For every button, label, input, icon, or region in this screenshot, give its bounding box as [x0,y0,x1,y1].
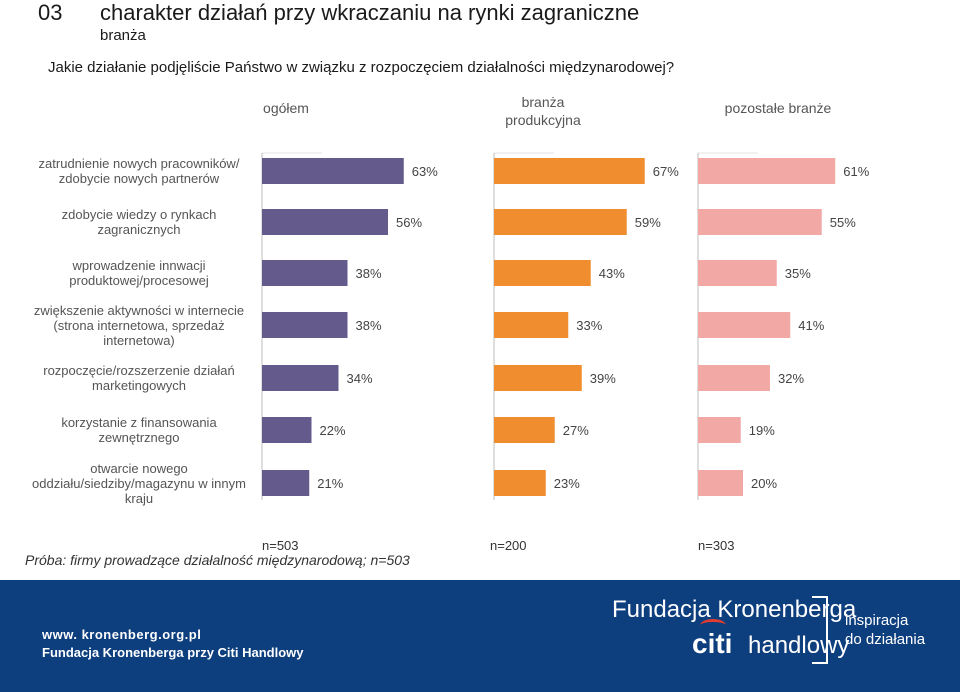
category-label-line: (strona internetowa, sprzedaż [53,317,225,333]
bar-value-label: 38% [356,266,382,281]
bar [262,470,310,496]
bar-value-label: 34% [347,371,373,386]
series-header-line: pozostałe branże [724,100,832,116]
bar [494,417,555,443]
logo-bracket-icon [812,596,828,664]
bar [494,470,546,496]
bar-value-label: 41% [798,318,824,333]
category-label-line: internetowa) [103,332,175,348]
bar-chart: 63% 56% 38% 38% 34% 22% 21% 67% 59% 43% 33% 39% 27% 2… [261,152,870,500]
bar [698,260,777,286]
category-label-line: rozpoczęcie/rozszerzenie działań [43,363,235,378]
category-label-line: kraju [124,490,154,506]
category-label-line: zatrudnienie nowych pracowników/ [38,156,240,171]
category-label: wprowadzenie innwacji produktowej/proceso… [20,258,258,288]
tagline-line-2: do działania [845,631,926,648]
category-label-line: korzystanie z finansowania [61,415,217,430]
bar [262,209,388,235]
bar [494,158,645,184]
bar-value-label: 20% [751,476,777,491]
bar [262,260,348,286]
category-label: zwiększenie aktywności w internecie (stro… [20,303,258,348]
series-header-1: branża produkcyjna [463,93,623,129]
bar-value-label: 38% [356,318,382,333]
bar [698,417,741,443]
bar [698,209,822,235]
category-label-line: zwiększenie aktywności w internecie [33,302,245,318]
category-label: zdobycie wiedzy o rynkach zagranicznych [20,207,258,237]
sample-note: Próba: firmy prowadzące działalność międ… [25,552,410,568]
sample-size-label: n=200 [490,538,527,553]
category-label: rozpoczęcie/rozszerzenie działań marketin… [20,363,258,393]
category-label-line: produktowej/procesowej [69,273,209,288]
handlowy-logo-text: handlowy [748,632,850,659]
sample-size-label: n=303 [698,538,735,553]
bar [262,365,339,391]
bar-value-label: 32% [778,371,804,386]
footer-banner [0,580,960,692]
page-subtitle: branża [100,27,146,44]
bar-value-label: 19% [749,423,775,438]
bar [494,209,627,235]
bar [494,312,569,338]
footer-url-link[interactable]: www. kronenberg.org.pl [42,627,202,642]
bar-value-label: 63% [412,164,438,179]
bar-value-label: 55% [830,215,856,230]
bar-value-label: 35% [785,266,811,281]
bar-value-label: 21% [317,476,343,491]
bar [698,470,743,496]
series-header-0: ogółem [206,99,366,117]
category-label: otwarcie nowego oddziału/siedziby/magazyn… [20,461,258,506]
category-label-line: zewnętrznego [98,430,180,445]
category-label-line: zdobycie wiedzy o rynkach [61,207,217,222]
bar [698,158,836,184]
bar [494,260,591,286]
category-label-line: zagranicznych [97,222,181,237]
bar [698,312,791,338]
category-label-line: oddziału/siedziby/magazynu w innym [32,475,246,491]
category-label-line: otwarcie nowego [90,460,188,476]
bar [494,365,582,391]
bar-value-label: 43% [599,266,625,281]
bar-value-label: 27% [563,423,589,438]
bar-value-label: 39% [590,371,616,386]
bar-value-label: 22% [320,423,346,438]
footer-org-name: Fundacja Kronenberga przy Citi Handlowy [42,645,304,660]
series-header-line: ogółem [263,100,309,116]
bar [698,365,770,391]
bar-value-label: 23% [554,476,580,491]
bar-value-label: 59% [635,215,661,230]
category-label-line: marketingowych [92,378,186,393]
series-header-line: branża [521,94,565,110]
tagline-line-1: inspiracja [845,612,909,629]
bar [262,312,348,338]
bar-value-label: 67% [653,164,679,179]
bar-value-label: 61% [843,164,869,179]
category-label: korzystanie z finansowania zewnętrznego [20,415,258,445]
bar-value-label: 56% [396,215,422,230]
bar [262,417,312,443]
bar-value-label: 33% [576,318,602,333]
citi-logo: citi [692,628,733,659]
category-label-line: zdobycie nowych partnerów [58,171,220,186]
sample-size-label: n=503 [262,538,299,553]
category-label-line: wprowadzenie innwacji [72,258,206,273]
bar [262,158,404,184]
series-header-line: produkcyjna [505,112,581,128]
brand-name: Fundacja Kronenberga [612,596,857,623]
citi-logo-arc-icon [700,619,726,632]
series-header-2: pozostałe branże [698,99,858,117]
slide-number: 03 [38,0,63,25]
page-title: charakter działań przy wkraczaniu na ryn… [100,0,640,25]
survey-question: Jakie działanie podjęliście Państwo w zw… [48,59,675,76]
category-label: zatrudnienie nowych pracowników/zdobycie… [20,156,258,186]
